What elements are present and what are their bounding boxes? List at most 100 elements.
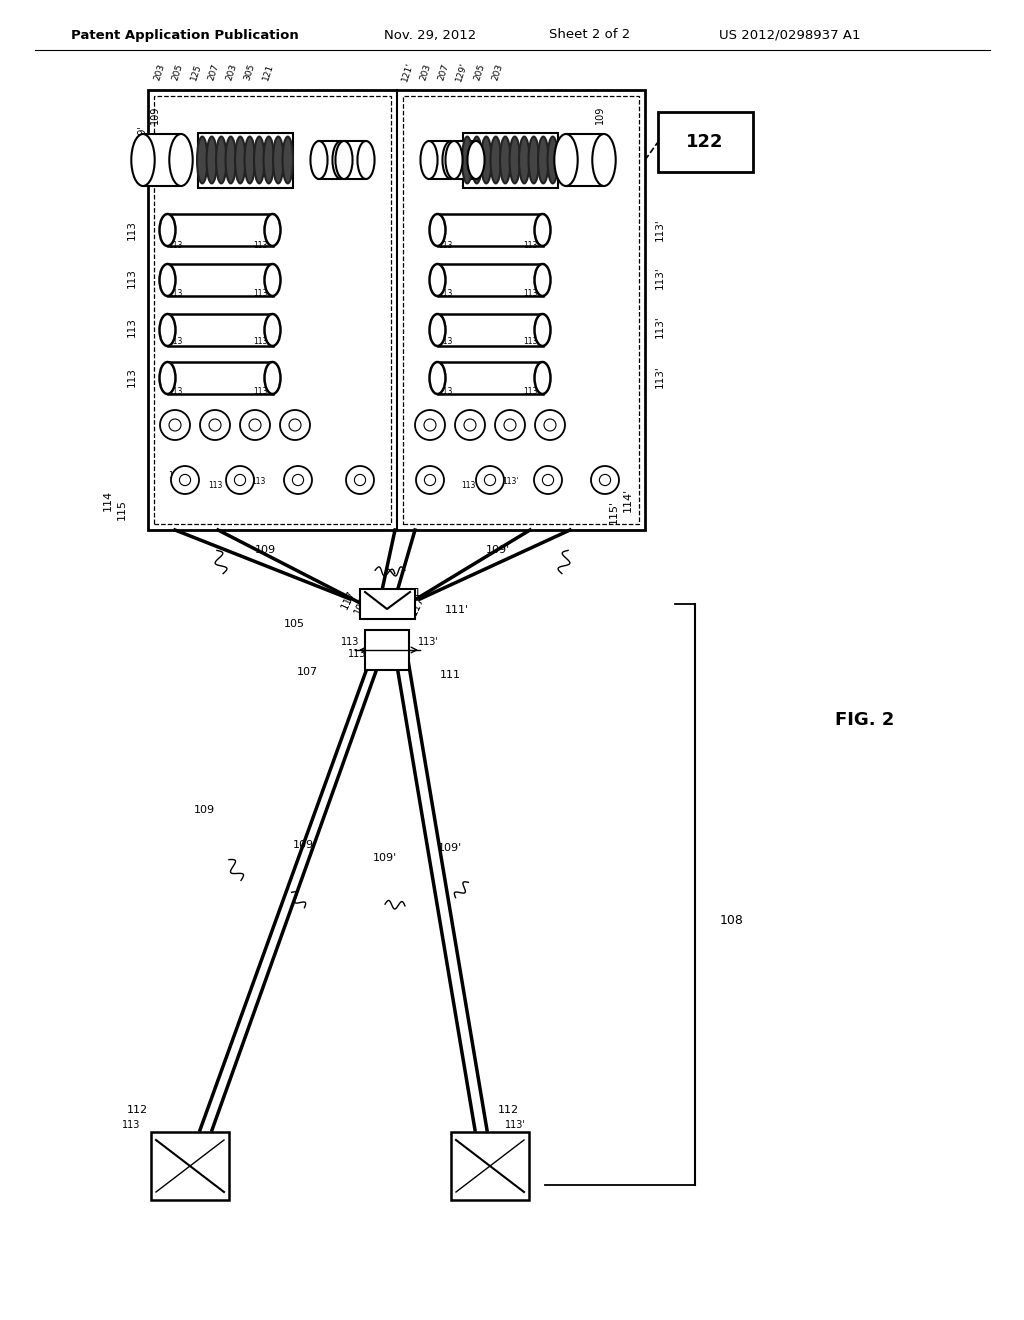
Text: 113: 113 [168,471,182,480]
Text: 205: 205 [171,62,185,82]
Text: 109': 109' [293,840,317,850]
Text: 113: 113 [438,388,453,396]
Circle shape [484,474,496,486]
Bar [148,90,645,531]
Text: 113': 113' [655,219,665,242]
Circle shape [226,466,254,494]
Ellipse shape [225,137,236,183]
Text: 117': 117' [409,591,427,616]
Text: 113': 113' [655,366,665,388]
Text: 122: 122 [686,133,724,150]
Text: 109: 109 [395,590,413,610]
Bar [154,96,391,524]
Text: 109: 109 [595,106,605,124]
Bar [168,264,272,296]
Ellipse shape [510,137,520,183]
Text: 113': 113' [502,478,518,487]
Text: 113: 113 [127,317,137,337]
Circle shape [280,411,310,440]
Ellipse shape [592,135,615,186]
Text: 113': 113' [505,1119,526,1130]
Bar [198,132,293,187]
Text: 201: 201 [400,587,421,598]
Circle shape [534,466,562,494]
Text: 113: 113 [523,289,538,297]
Text: 113: 113 [168,338,182,346]
Circle shape [169,418,181,432]
Text: 109: 109 [194,805,215,814]
Text: FIG. 2: FIG. 2 [835,711,894,729]
Text: Patent Application Publication: Patent Application Publication [71,29,299,41]
Text: 207: 207 [437,62,451,82]
Ellipse shape [169,135,193,186]
Circle shape [293,474,303,486]
Text: 121': 121' [400,61,416,83]
Bar [365,630,409,671]
Bar [454,141,476,180]
Text: 111: 111 [440,671,461,680]
Text: 113: 113 [438,289,453,297]
Text: 113': 113' [655,315,665,338]
Bar [403,96,639,524]
Bar [168,214,272,246]
Text: 113: 113 [420,471,434,480]
Text: 105: 105 [284,619,305,630]
Ellipse shape [429,214,445,246]
Bar [437,264,543,296]
Text: 113: 113 [168,240,182,249]
Ellipse shape [421,141,437,180]
Ellipse shape [481,137,492,183]
Text: 115: 115 [117,499,127,520]
Circle shape [543,474,554,486]
Text: 129': 129' [455,61,469,83]
Text: Nov. 29, 2012: Nov. 29, 2012 [384,29,476,41]
Ellipse shape [263,137,274,183]
Ellipse shape [500,137,511,183]
Text: 109': 109' [485,545,510,554]
Text: 113: 113 [523,240,538,249]
Text: 113: 113 [438,240,453,249]
Text: 114: 114 [103,490,113,511]
Text: 113: 113 [168,388,182,396]
Ellipse shape [467,141,484,180]
Text: 121: 121 [261,62,274,82]
Ellipse shape [264,214,281,246]
Text: 205: 205 [473,62,487,82]
Bar [463,132,557,187]
Ellipse shape [357,141,375,180]
Ellipse shape [254,137,264,183]
Text: 112: 112 [498,1105,519,1115]
Text: 203: 203 [225,62,239,82]
Text: 113': 113' [348,649,369,659]
Text: 117: 117 [339,589,356,611]
Text: 113: 113 [127,220,137,240]
Circle shape [200,411,230,440]
Ellipse shape [519,137,529,183]
Circle shape [464,418,476,432]
Circle shape [160,411,190,440]
Ellipse shape [197,137,208,183]
Ellipse shape [336,141,352,180]
Circle shape [234,474,246,486]
Ellipse shape [160,362,175,393]
Text: 113: 113 [122,1119,140,1130]
Circle shape [240,411,270,440]
Bar [168,362,272,393]
Bar [143,135,181,186]
Ellipse shape [429,264,445,296]
Text: 113: 113 [254,338,268,346]
Ellipse shape [264,362,281,393]
Text: 305: 305 [243,62,257,82]
Ellipse shape [442,141,460,180]
Text: 114': 114' [623,488,633,512]
Bar [437,362,543,393]
Bar [319,141,341,180]
Ellipse shape [333,141,349,180]
Ellipse shape [236,137,246,183]
Text: 108: 108 [720,913,743,927]
Text: 109: 109 [255,545,276,554]
Bar [151,1133,229,1200]
Text: US 2012/0298937 A1: US 2012/0298937 A1 [719,29,861,41]
Ellipse shape [535,314,551,346]
Ellipse shape [554,135,578,186]
